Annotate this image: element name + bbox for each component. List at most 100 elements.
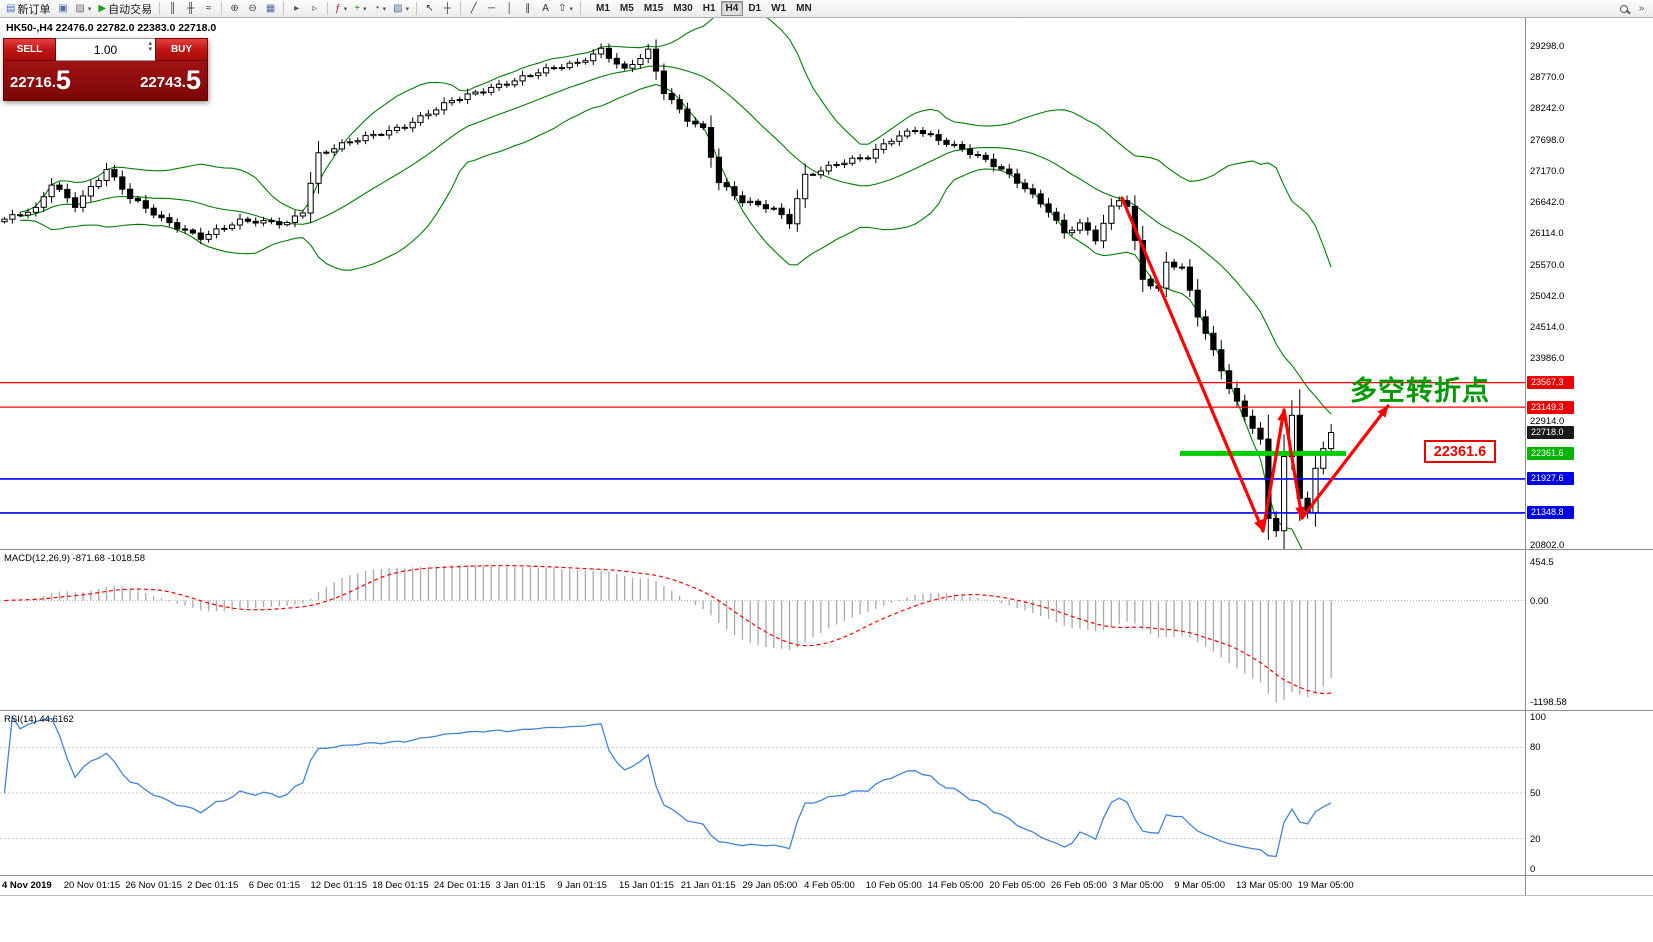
rsi-panel: RSI(14) 44.6162 100 80 50 20 0 <box>0 711 1653 876</box>
horizontal-line-icon: ─ <box>488 2 496 14</box>
candlestick-chart-button[interactable]: ╫ <box>182 1 199 16</box>
bar-chart-button[interactable]: ║ <box>164 1 181 16</box>
macd-canvas[interactable] <box>0 550 1525 710</box>
timeframe-h4-button[interactable]: H4 <box>720 1 744 16</box>
bid-ask-display: 22716. 5 22743. 5 <box>3 61 208 101</box>
candles <box>1 39 1335 549</box>
zoom-in-button[interactable]: ⊕ <box>226 1 243 16</box>
charts-grid-button[interactable]: ▣ <box>54 1 71 16</box>
line-chart-button[interactable]: ≈ <box>200 1 217 16</box>
price-badge: 22361.6 <box>1527 446 1574 460</box>
horizontal-level-lines[interactable] <box>0 382 1525 514</box>
equidistant-channel-button[interactable]: ∥ <box>519 1 536 16</box>
volume-field[interactable]: 1.00 ▴ ▾ <box>56 38 155 61</box>
rsi-line <box>3 715 1332 858</box>
price-scale-label: 27698.0 <box>1530 135 1565 146</box>
timeframe-m30-button[interactable]: M30 <box>668 1 697 16</box>
buy-button[interactable]: BUY <box>155 38 208 61</box>
arrows-tool-icon: ⇧ <box>558 2 567 14</box>
rsi-label: RSI(14) 44.6162 <box>4 714 74 725</box>
crosshair-button[interactable]: ┼ <box>439 1 456 16</box>
rsi-canvas[interactable] <box>0 711 1525 875</box>
auto-scroll-button[interactable]: ▸ <box>288 1 305 16</box>
chart-shift-button[interactable]: ▹ <box>306 1 323 16</box>
time-axis-label: 3 Jan 01:15 <box>495 880 546 891</box>
indicators-button[interactable]: ƒ ▾ <box>332 1 350 16</box>
price-badge: 23149.3 <box>1527 400 1574 414</box>
trendline-button[interactable]: ╱ <box>465 1 482 16</box>
sell-button[interactable]: SELL <box>3 38 56 61</box>
chart-annotation-text[interactable]: 多空转折点 <box>1350 376 1490 406</box>
timeframe-m15-button[interactable]: M15 <box>639 1 668 16</box>
price-scale-label: 28242.0 <box>1530 103 1565 114</box>
price-scale-label: 25042.0 <box>1530 291 1565 302</box>
price-chart-canvas[interactable]: HK50-,H4 22476.0 22782.0 22383.0 22718.0 <box>0 18 1525 549</box>
price-scale-label: 20802.0 <box>1530 540 1565 550</box>
spinner-up-icon[interactable]: ▴ <box>148 40 152 47</box>
vertical-line-button[interactable]: │ <box>501 1 518 16</box>
price-scale-label: 26114.0 <box>1530 228 1564 239</box>
dropdown-arrow-icon: ▾ <box>382 5 387 13</box>
price-level-note[interactable]: 22361.6 <box>1424 440 1496 463</box>
timeframe-w1-button[interactable]: W1 <box>766 1 791 16</box>
macd-histogram <box>3 565 1332 703</box>
cursor-icon: ↖ <box>425 2 434 14</box>
rsi-scale[interactable]: 100 80 50 20 0 <box>1525 711 1653 875</box>
arrows-tool-button[interactable]: ⇧ ▾ <box>555 1 576 16</box>
horizontal-line-button[interactable]: ─ <box>483 1 500 16</box>
text-label-button[interactable]: A <box>537 1 554 16</box>
buy-price-big-digit: 5 <box>185 64 201 95</box>
new-order-icon: ▤ <box>6 2 16 14</box>
new-order-button[interactable]: ▤ 新订单 <box>3 1 53 16</box>
timeframe-d1-button[interactable]: D1 <box>743 1 766 16</box>
cursor-button[interactable]: ↖ <box>421 1 438 16</box>
line-chart-icon: ≈ <box>205 2 212 14</box>
rsi-scale-label: 80 <box>1530 742 1541 754</box>
zoom-out-icon: ⊖ <box>248 2 257 14</box>
time-axis-label: 6 Dec 01:15 <box>248 880 301 891</box>
macd-scale[interactable]: 454.5 0.00 -1198.58 <box>1525 550 1653 710</box>
trend-arrows[interactable] <box>1120 196 1390 533</box>
time-axis-label: 9 Mar 05:00 <box>1174 880 1225 891</box>
toolbar-overflow-button[interactable]: » <box>1633 1 1650 16</box>
price-scale[interactable]: 29298.0 28770.0 28242.0 27698.0 27170.0 26642… <box>1525 18 1653 549</box>
price-chart-panel: HK50-,H4 22476.0 22782.0 22383.0 22718.0… <box>0 18 1653 550</box>
templates-icon: ▧ <box>393 2 403 14</box>
templates-button[interactable]: ▧ ▾ <box>390 1 412 16</box>
time-axis-label: 4 Feb 05:00 <box>804 880 855 891</box>
profiles-button[interactable]: ▨ ▾ <box>72 1 94 16</box>
time-axis-label: 14 Feb 05:00 <box>927 880 984 891</box>
time-axis-label: 4 Nov 2019 <box>2 880 52 891</box>
periods-button[interactable]: ◔ ▾ <box>371 1 390 16</box>
timeframe-mn-button[interactable]: MN <box>791 1 817 16</box>
timeframe-m5-button[interactable]: M5 <box>615 1 639 16</box>
time-axis-label: 19 Mar 05:00 <box>1297 880 1354 891</box>
price-badge: 22718.0 <box>1527 426 1574 439</box>
add-indicator-button[interactable]: + ▾ <box>351 1 369 16</box>
price-badge: 21927.6 <box>1527 472 1574 486</box>
macd-scale-label: 454.5 <box>1530 557 1554 568</box>
timeframe-h1-button[interactable]: H1 <box>698 1 721 16</box>
time-axis[interactable]: 4 Nov 2019 20 Nov 01:15 26 Nov 01:15 2 Dec … <box>0 876 1653 896</box>
timeframe-group: M1 M5 M15 M30 H1 H4 D1 W1 MN <box>591 1 817 16</box>
sell-price-main: 22716. <box>10 74 56 92</box>
toolbar-separator <box>460 2 462 15</box>
spinner-down-icon[interactable]: ▾ <box>148 46 152 54</box>
volume-spinner[interactable]: ▴ ▾ <box>148 40 152 54</box>
one-click-controls: SELL 1.00 ▴ ▾ BUY <box>3 38 208 61</box>
add-indicator-icon: + <box>354 2 361 14</box>
time-axis-label: 20 Nov 01:15 <box>63 880 121 891</box>
chart-shift-icon: ▹ <box>312 2 318 14</box>
time-axis-label: 18 Dec 01:15 <box>372 880 429 891</box>
tile-windows-button[interactable]: ▦ <box>262 1 279 16</box>
auto-trading-label: 自动交易 <box>108 3 153 16</box>
tile-windows-icon: ▦ <box>265 2 276 14</box>
macd-panel: MACD(12,26,9) -871.68 -1018.58 454.5 0.00… <box>0 550 1653 711</box>
search-button[interactable] <box>1615 1 1632 16</box>
bar-chart-icon: ║ <box>169 2 177 14</box>
time-axis-label: 9 Jan 01:15 <box>557 880 607 891</box>
auto-trading-button[interactable]: ▶ 自动交易 <box>95 1 155 16</box>
buy-price: 22743. 5 <box>140 64 201 95</box>
timeframe-m1-button[interactable]: M1 <box>591 1 615 16</box>
zoom-out-button[interactable]: ⊖ <box>244 1 261 16</box>
